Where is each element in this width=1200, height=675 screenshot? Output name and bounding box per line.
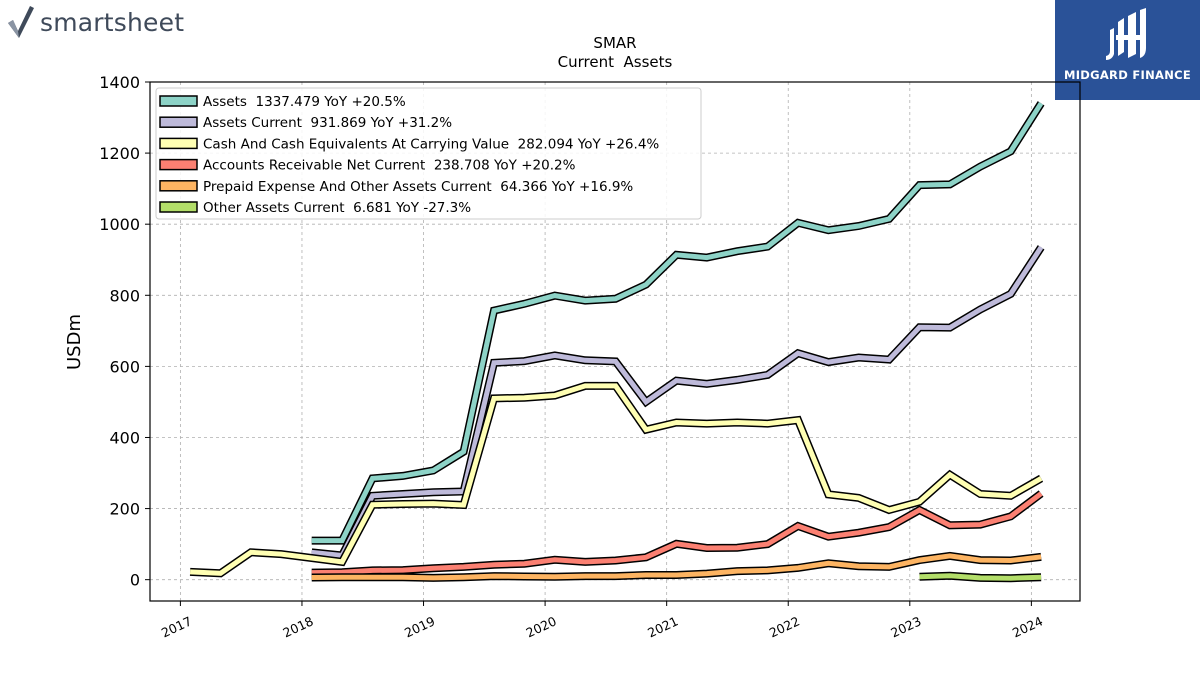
series-line-fill	[311, 553, 1042, 581]
grid-lines	[150, 81, 1080, 601]
chart-subtitle: Current Assets	[558, 53, 673, 71]
y-tick-label: 1400	[99, 73, 140, 92]
legend-swatch	[159, 137, 198, 150]
series-line	[311, 490, 1044, 577]
legend-label: Accounts Receivable Net Current 238.708 …	[203, 158, 576, 174]
x-tick-label: 2021	[645, 613, 680, 640]
series-line	[311, 551, 1042, 582]
x-tick-label: 2017	[159, 613, 194, 640]
series-lines	[189, 101, 1045, 583]
legend-label: Prepaid Expense And Other Assets Current…	[203, 179, 633, 195]
x-tick-label: 2019	[402, 613, 437, 640]
y-tick-label: 0	[130, 571, 140, 590]
legend-swatch	[159, 201, 198, 213]
smartsheet-logo: smartsheet	[6, 4, 184, 40]
legend: Assets 1337.479 YoY +20.5% Assets Current…	[155, 87, 702, 220]
y-tick-label: 1000	[99, 215, 140, 234]
chart-title: SMAR	[593, 34, 636, 52]
series-line	[189, 381, 1044, 578]
midgard-finance-badge: MIDGARD FINANCE	[1055, 0, 1200, 100]
legend-label: Other Assets Current 6.681 YoY -27.3%	[203, 200, 471, 216]
y-tick-label: 1200	[99, 144, 140, 163]
series-line-fill	[311, 101, 1044, 544]
plot-frame	[149, 81, 1081, 602]
series-line-outline	[311, 245, 1045, 560]
brand-name: smartsheet	[40, 7, 185, 37]
midgard-logo-icon	[1106, 8, 1146, 60]
series-line-fill	[919, 573, 1042, 581]
y-tick-label: 800	[109, 286, 140, 305]
series-line-fill	[311, 491, 1043, 576]
legend-label: Assets Current 931.869 YoY +31.2%	[203, 115, 452, 131]
legend-swatch	[159, 158, 198, 171]
x-tick-label: 2018	[280, 613, 315, 640]
series-line-fill	[189, 383, 1043, 576]
series-line	[919, 571, 1042, 583]
partner-name: MIDGARD FINANCE	[1063, 68, 1192, 82]
y-axis-label: USDm	[64, 314, 85, 370]
legend-box	[155, 87, 702, 220]
x-tick-label: 2022	[767, 613, 802, 640]
x-tick-label: 2020	[524, 613, 559, 640]
checkmark-icon	[8, 6, 34, 38]
series-line-outline	[189, 381, 1044, 578]
y-tick-label: 400	[109, 428, 140, 447]
legend-swatch	[159, 116, 198, 128]
legend-swatch	[159, 180, 198, 192]
legend-label: Assets 1337.479 YoY +20.5%	[203, 94, 406, 110]
series-line-fill	[311, 245, 1044, 559]
x-tick-label: 2023	[888, 613, 923, 640]
series-line	[311, 101, 1045, 545]
legend-swatch	[159, 95, 198, 107]
y-tick-label: 200	[109, 500, 140, 519]
series-line	[311, 245, 1045, 560]
legend-label: Cash And Cash Equivalents At Carrying Va…	[203, 136, 659, 152]
y-tick-label: 600	[109, 357, 140, 376]
x-tick-label: 2024	[1010, 613, 1045, 640]
